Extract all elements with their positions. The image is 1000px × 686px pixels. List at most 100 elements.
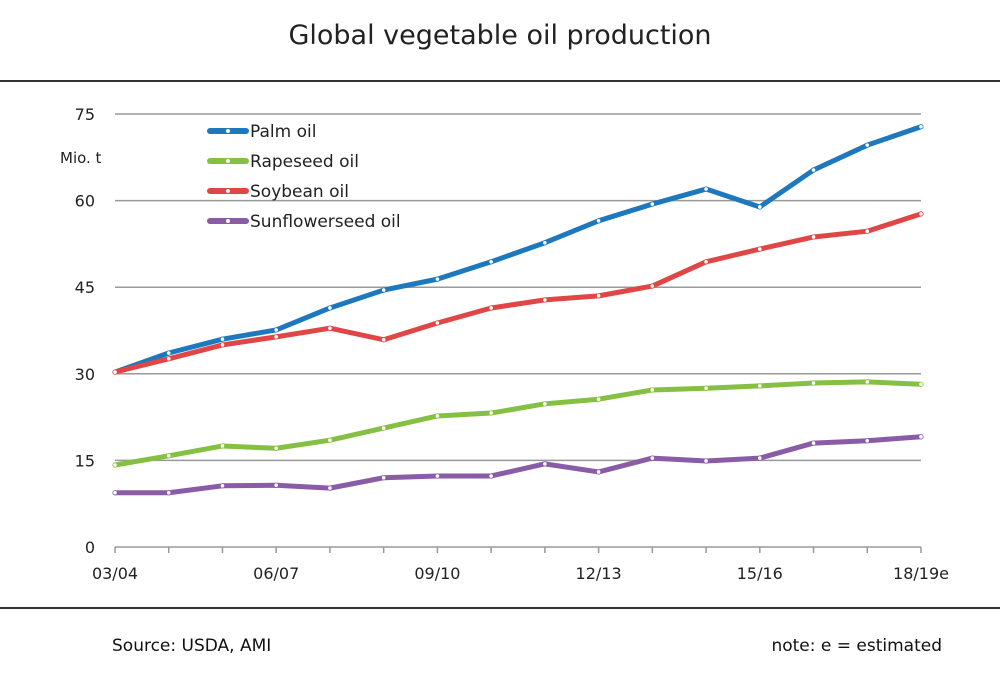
data-point xyxy=(757,246,763,252)
data-point xyxy=(327,325,333,331)
legend-item: Rapeseed oil xyxy=(207,152,359,172)
data-point xyxy=(327,485,333,491)
data-point xyxy=(918,434,924,440)
data-point xyxy=(219,342,226,348)
y-tick-label: 60 xyxy=(75,192,95,211)
series-palm-oil xyxy=(112,124,924,375)
data-point xyxy=(542,240,548,246)
estimate-note: note: e = estimated xyxy=(771,636,942,656)
legend-label: Sunflowerseed oil xyxy=(250,212,401,232)
data-point xyxy=(219,483,226,489)
data-point xyxy=(918,211,924,217)
legend-item: Soybean oil xyxy=(207,182,349,202)
data-point xyxy=(542,461,548,467)
data-point xyxy=(703,385,709,391)
x-tick-label: 06/07 xyxy=(253,564,299,583)
data-point xyxy=(810,380,817,386)
chart-title: Global vegetable oil production xyxy=(288,20,712,51)
data-point xyxy=(864,142,870,148)
source-note: Source: USDA, AMI xyxy=(112,636,272,656)
data-point xyxy=(488,473,494,479)
data-point xyxy=(112,462,118,468)
data-point xyxy=(166,350,172,356)
legend-label: Soybean oil xyxy=(250,182,349,202)
data-point xyxy=(757,204,763,210)
y-axis-label: Mio. t xyxy=(60,149,102,167)
data-point xyxy=(918,124,924,130)
data-point xyxy=(273,445,279,451)
data-point xyxy=(703,259,709,265)
data-point xyxy=(434,413,440,419)
data-point xyxy=(703,458,709,464)
data-point xyxy=(434,320,440,326)
data-point xyxy=(918,381,924,387)
y-tick-label: 30 xyxy=(75,365,95,384)
data-point xyxy=(327,305,333,311)
data-point xyxy=(649,283,655,289)
data-point xyxy=(810,440,817,446)
data-point xyxy=(864,228,870,234)
data-point xyxy=(381,337,387,343)
data-point xyxy=(649,387,655,393)
series-line xyxy=(115,434,922,496)
data-point xyxy=(595,293,602,299)
data-point xyxy=(327,437,333,443)
data-point xyxy=(434,473,440,479)
y-tick-label: 15 xyxy=(75,451,95,470)
data-point xyxy=(112,490,118,496)
data-point xyxy=(166,453,172,459)
legend-marker xyxy=(226,219,230,223)
data-point xyxy=(219,443,226,449)
data-point xyxy=(649,455,655,461)
data-point xyxy=(273,334,279,340)
x-tick-label: 12/13 xyxy=(576,564,622,583)
x-tick-label: 03/04 xyxy=(92,564,138,583)
x-tick-label: 18/19e xyxy=(893,564,949,583)
data-point xyxy=(273,482,279,488)
data-point xyxy=(381,475,387,481)
data-point xyxy=(166,356,172,362)
y-tick-label: 0 xyxy=(85,538,95,557)
data-point xyxy=(649,201,655,207)
data-point xyxy=(542,401,548,407)
series-sunflowerseed-oil xyxy=(112,434,924,496)
y-tick-label: 45 xyxy=(75,278,95,297)
data-point xyxy=(595,396,602,402)
legend-marker xyxy=(226,189,230,193)
series-soybean-oil xyxy=(112,211,924,375)
data-point xyxy=(219,336,226,342)
legend-marker xyxy=(226,159,230,163)
data-point xyxy=(112,369,118,375)
data-point xyxy=(166,490,172,496)
data-point xyxy=(810,167,817,173)
data-point xyxy=(864,379,870,385)
data-point xyxy=(542,297,548,303)
data-point xyxy=(595,469,602,475)
legend-label: Palm oil xyxy=(250,122,316,142)
legend-item: Palm oil xyxy=(207,122,316,142)
data-point xyxy=(381,287,387,293)
legend-label: Rapeseed oil xyxy=(250,152,359,172)
x-tick-label: 15/16 xyxy=(737,564,783,583)
data-point xyxy=(434,276,440,282)
legend-marker xyxy=(226,129,230,133)
top-divider xyxy=(0,80,1000,82)
data-point xyxy=(757,455,763,461)
data-point xyxy=(381,425,387,431)
data-point xyxy=(488,259,494,265)
bottom-divider xyxy=(0,607,1000,609)
legend-item: Sunflowerseed oil xyxy=(207,212,401,232)
data-point xyxy=(273,327,279,333)
series-line xyxy=(114,124,922,375)
series-line xyxy=(114,211,922,375)
y-tick-label: 75 xyxy=(75,105,95,124)
x-tick-label: 09/10 xyxy=(414,564,460,583)
data-point xyxy=(864,438,870,444)
data-point xyxy=(488,410,494,416)
data-point xyxy=(757,383,763,389)
data-point xyxy=(810,234,817,240)
data-point xyxy=(595,218,602,224)
data-point xyxy=(488,305,494,311)
